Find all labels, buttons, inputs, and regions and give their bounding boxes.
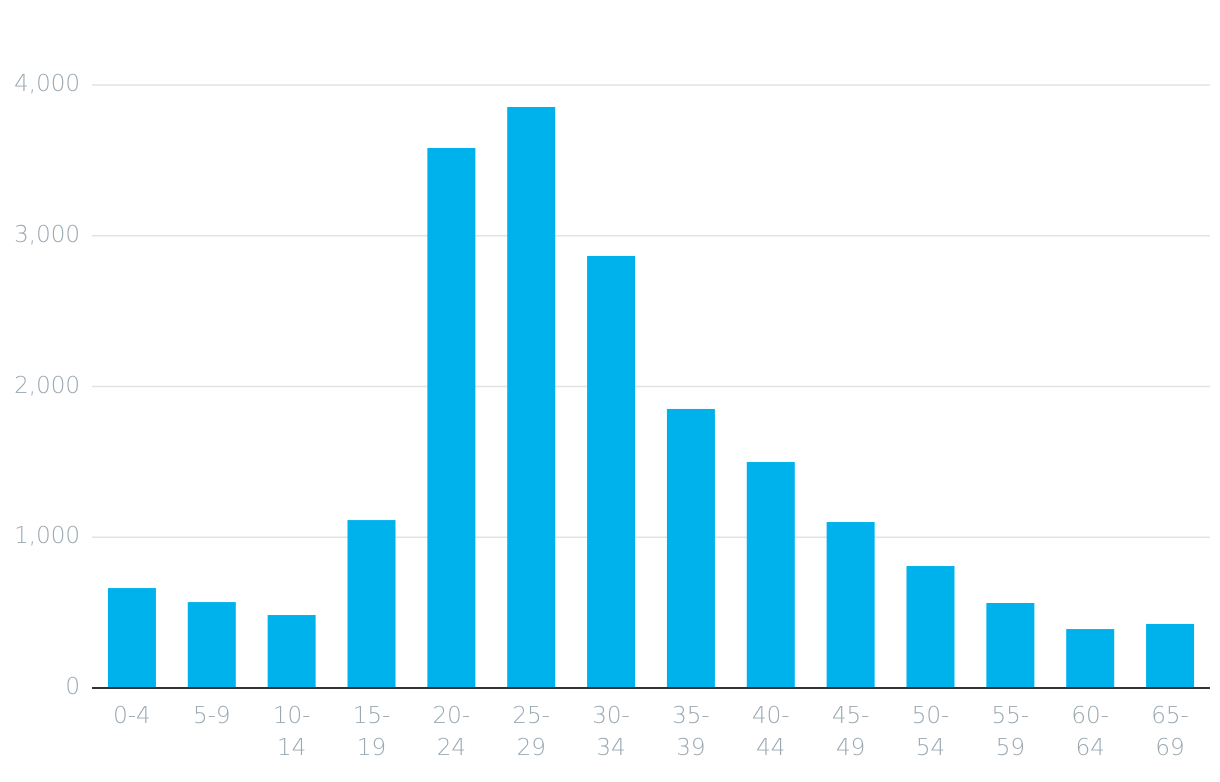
bar xyxy=(267,615,316,688)
x-tick-label: 25-29 xyxy=(512,703,550,761)
y-tick-label: 4,000 xyxy=(14,71,80,97)
bar xyxy=(347,520,396,688)
bar xyxy=(746,462,795,688)
y-tick-label: 3,000 xyxy=(14,221,80,248)
x-tick-label: 50-54 xyxy=(911,703,950,761)
x-tick-label: 55-59 xyxy=(991,703,1030,761)
x-tick-label: 15-19 xyxy=(352,703,391,761)
x-tick-label: 45-49 xyxy=(831,703,870,761)
bar xyxy=(826,522,875,688)
bar xyxy=(906,566,955,688)
x-tick-label: 35-39 xyxy=(672,703,710,761)
x-tick-label: 65-69 xyxy=(1151,703,1189,761)
x-tick-label: 40-44 xyxy=(751,703,790,761)
bar xyxy=(986,602,1035,688)
x-tick-label: 60-64 xyxy=(1071,703,1109,761)
x-tick-label: 30-34 xyxy=(592,703,630,761)
bar xyxy=(1146,623,1195,688)
x-tick-label: 0-4 xyxy=(113,703,151,729)
bar xyxy=(107,588,156,688)
bar xyxy=(427,148,476,689)
bar xyxy=(666,408,715,688)
x-tick-label: 20-24 xyxy=(432,703,471,761)
bar xyxy=(507,107,556,688)
bar xyxy=(187,602,236,688)
y-tick-label: 0 xyxy=(65,674,80,700)
y-tick-label: 1,000 xyxy=(14,523,80,550)
x-tick-label: 10-14 xyxy=(272,703,311,761)
bar xyxy=(1066,629,1115,688)
x-tick-label: 5-9 xyxy=(192,703,231,729)
y-tick-label: 2,000 xyxy=(14,372,80,399)
bar xyxy=(587,255,636,688)
